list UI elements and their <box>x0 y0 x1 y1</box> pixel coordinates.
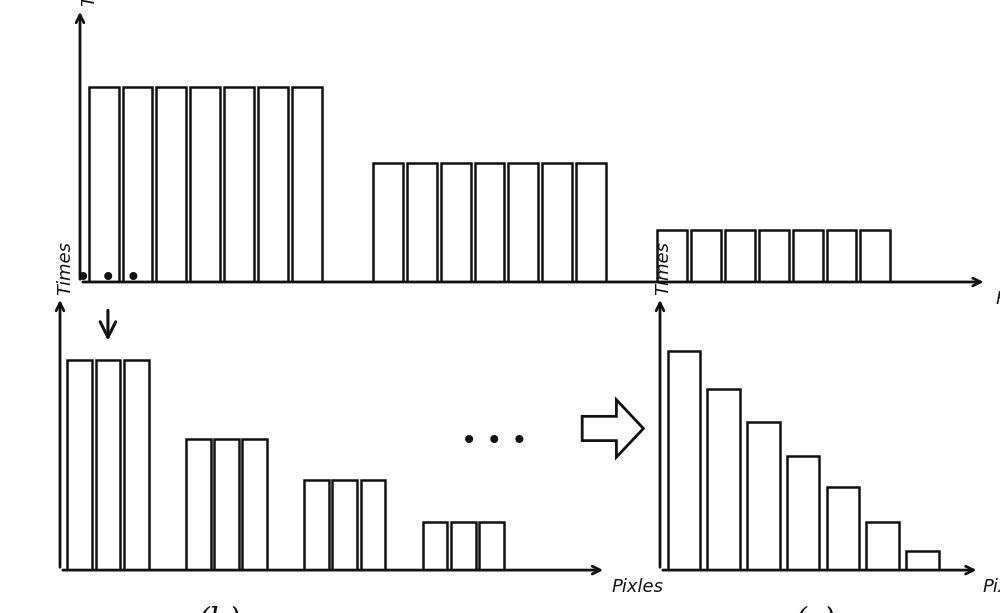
Bar <box>292 86 322 282</box>
Bar <box>332 479 357 570</box>
Bar <box>542 163 572 282</box>
FancyArrow shape <box>582 400 643 457</box>
Text: Pixles: Pixles <box>995 290 1000 308</box>
Bar <box>67 360 92 570</box>
Bar <box>451 522 476 570</box>
Bar <box>304 479 329 570</box>
Text: • • •: • • • <box>75 264 141 292</box>
Text: (c): (c) <box>795 606 835 613</box>
Bar <box>190 86 220 282</box>
Bar <box>96 360 120 570</box>
Bar <box>156 86 186 282</box>
Bar <box>224 86 254 282</box>
Bar <box>793 229 823 282</box>
Bar <box>258 86 288 282</box>
Bar <box>124 360 149 570</box>
Text: (a): (a) <box>499 318 541 349</box>
Bar <box>827 229 856 282</box>
Bar <box>89 86 119 282</box>
Bar <box>407 163 437 282</box>
Bar <box>787 455 819 570</box>
Text: (b): (b) <box>197 606 241 613</box>
Bar <box>373 163 403 282</box>
Bar <box>747 422 780 570</box>
Text: Times: Times <box>56 241 74 295</box>
Bar <box>479 522 504 570</box>
Bar <box>242 439 267 570</box>
Bar <box>707 389 740 570</box>
Bar <box>186 439 211 570</box>
Bar <box>441 163 471 282</box>
Bar <box>576 163 606 282</box>
Text: Times: Times <box>80 0 98 7</box>
Bar <box>691 229 721 282</box>
Text: Times: Times <box>654 241 672 295</box>
Text: Pixles: Pixles <box>982 578 1000 596</box>
Bar <box>475 163 504 282</box>
Text: Pixles: Pixles <box>611 578 663 596</box>
Bar <box>214 439 239 570</box>
Bar <box>827 487 859 570</box>
Bar <box>759 229 789 282</box>
Bar <box>423 522 447 570</box>
Bar <box>123 86 152 282</box>
Bar <box>668 351 700 570</box>
Bar <box>361 479 385 570</box>
Bar <box>508 163 538 282</box>
Text: • • •: • • • <box>461 427 528 455</box>
Bar <box>866 522 899 570</box>
Bar <box>657 229 687 282</box>
Bar <box>860 229 890 282</box>
Bar <box>906 551 939 570</box>
Bar <box>725 229 755 282</box>
